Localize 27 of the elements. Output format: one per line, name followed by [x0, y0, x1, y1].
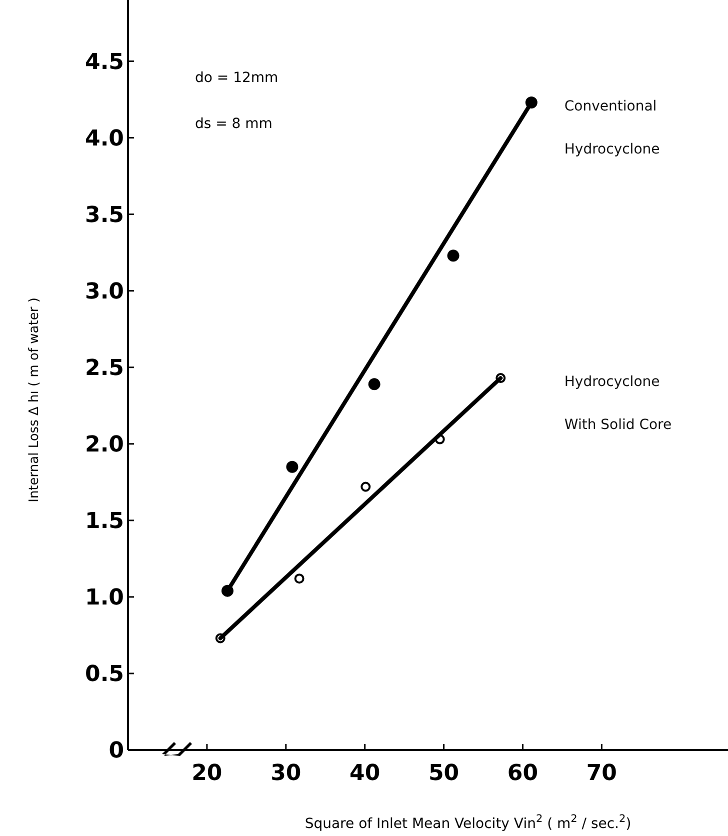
text: Hydrocyclone With Solid Core	[564, 374, 672, 434]
y-tick-label: 3.5	[85, 202, 124, 228]
x-tick-label: 40	[350, 761, 380, 786]
point	[368, 378, 380, 390]
y-tick-label: 3.0	[85, 280, 124, 305]
y-tick-label: 2.0	[85, 432, 124, 458]
x-tick-label: 60	[507, 761, 538, 786]
point	[360, 482, 371, 492]
x-tick-label: 70	[586, 761, 617, 786]
annotation: do = 12mm	[195, 70, 278, 86]
y-tick-label: 0.5	[85, 662, 124, 688]
point	[447, 250, 460, 262]
text: Conventional Hydrocyclone	[564, 98, 660, 158]
x-tick-label: 50	[428, 761, 460, 786]
y-tick-label: 0	[108, 738, 124, 764]
y-tick-label: 4.0	[85, 126, 124, 152]
point	[286, 460, 298, 473]
y-tick-label: 2.5	[85, 356, 124, 382]
y-axis-title: Internal Loss Δ hı ( m of water )	[27, 298, 42, 502]
y-tick-label: 4.5	[85, 50, 124, 75]
x-tick-label: 20	[192, 761, 222, 786]
x-tick-label: 30	[270, 761, 302, 786]
annotation: ds = 8 mm	[195, 116, 272, 132]
y-tick-label: 1.0	[85, 586, 124, 611]
point	[294, 574, 304, 584]
y-tick-label: 1.5	[85, 509, 124, 534]
x-axis-title: Square of Inlet Mean Velocity Vin$^{2}$ ( m$^{2}$ / sec.$^{2}$)	[304, 813, 632, 832]
